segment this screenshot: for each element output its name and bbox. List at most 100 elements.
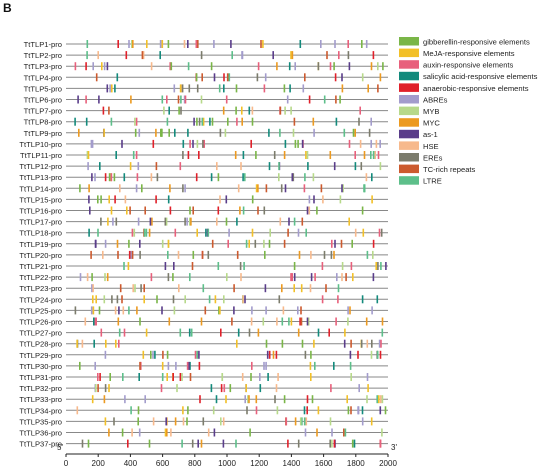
cis-element-mark: [104, 239, 107, 248]
promoter-label: TtTLP18-pro: [19, 229, 62, 238]
cis-element-mark: [200, 317, 203, 326]
cis-element-mark: [370, 139, 372, 148]
cis-element-mark: [86, 40, 89, 48]
cis-element-mark: [263, 239, 265, 248]
cis-element-mark: [95, 73, 98, 82]
cis-element-mark: [292, 173, 295, 182]
cis-element-mark: [275, 350, 278, 359]
promoter-label: TtTLP31-pro: [19, 373, 62, 382]
cis-element-mark: [210, 384, 213, 393]
cis-element-mark: [322, 195, 324, 204]
cis-element-mark: [81, 439, 84, 448]
cis-element-mark: [134, 284, 136, 293]
cis-element-mark: [221, 373, 224, 381]
cis-element-mark: [168, 128, 170, 137]
cis-element-mark: [263, 206, 266, 215]
cis-element-mark: [223, 84, 225, 93]
cis-element-mark: [136, 306, 138, 315]
cis-element-mark: [109, 373, 111, 381]
legend-label: EREs: [423, 153, 443, 162]
cis-element-mark: [245, 384, 247, 393]
cis-element-mark: [370, 117, 372, 126]
cis-element-mark: [314, 273, 316, 282]
legend-label: anaerobic-responsive elements: [423, 84, 529, 93]
promoter-label: TtTLP36-pro: [19, 429, 62, 438]
cis-element-mark: [256, 73, 259, 82]
cis-element-mark: [138, 373, 140, 381]
cis-element-mark: [334, 73, 337, 82]
cis-element-mark: [310, 273, 313, 282]
cis-element-mark: [243, 262, 245, 270]
promoter-label: TtTLP30-pro: [19, 362, 62, 371]
cis-element-mark: [136, 173, 139, 182]
cis-element-mark: [227, 239, 229, 248]
cis-element-mark: [349, 306, 351, 315]
cis-element-mark: [181, 373, 183, 381]
cis-element-mark: [379, 139, 381, 148]
cis-element-mark: [360, 339, 363, 348]
cis-element-mark: [130, 406, 132, 415]
cis-element-mark: [334, 40, 336, 48]
cis-element-mark: [262, 317, 265, 326]
cis-element-mark: [199, 395, 201, 404]
cis-element-mark: [274, 395, 276, 404]
cis-element-mark: [123, 173, 126, 182]
cis-element-mark: [341, 273, 343, 282]
cis-element-mark: [371, 173, 373, 182]
cis-element-mark: [134, 117, 136, 126]
cis-element-mark: [192, 206, 194, 215]
cis-element-mark: [361, 406, 364, 415]
cis-element-mark: [306, 206, 309, 215]
cis-element-mark: [282, 306, 285, 315]
cis-element-mark: [95, 317, 97, 326]
cis-element-mark: [255, 151, 257, 159]
cis-element-mark: [150, 273, 153, 282]
cis-element-mark: [128, 250, 131, 259]
cis-element-mark: [182, 184, 184, 193]
cis-element-mark: [201, 117, 204, 126]
cis-element-mark: [100, 328, 103, 337]
cis-element-mark: [264, 73, 267, 82]
cis-element-mark: [235, 106, 237, 115]
promoter-label: TtTLP6-pro: [24, 96, 62, 105]
cis-element-mark: [97, 51, 99, 60]
cis-element-mark: [377, 84, 379, 93]
cis-element-mark: [74, 117, 76, 126]
cis-element-mark: [115, 151, 117, 159]
cis-element-mark: [339, 95, 341, 104]
cis-element-mark: [198, 151, 200, 159]
legend-label: MYB: [423, 107, 439, 116]
cis-element-mark: [359, 106, 361, 115]
cis-element-mark: [217, 262, 220, 270]
cis-element-mark: [372, 250, 374, 259]
cis-element-mark: [90, 306, 93, 315]
cis-element-mark: [106, 84, 109, 93]
cis-element-mark: [76, 406, 79, 415]
cis-element-mark: [241, 373, 244, 381]
cis-element-mark: [165, 217, 168, 226]
cis-element-mark: [155, 128, 157, 137]
cis-element-mark: [353, 439, 356, 448]
cis-element-mark: [94, 361, 96, 370]
cis-element-mark: [259, 373, 261, 381]
cis-element-mark: [251, 106, 254, 115]
cis-element-mark: [177, 250, 180, 259]
cis-element-mark: [278, 173, 280, 182]
cis-element-mark: [379, 406, 382, 415]
cis-element-mark: [240, 273, 242, 282]
cis-element-mark: [161, 40, 164, 48]
cis-element-mark: [240, 162, 242, 171]
cis-element-mark: [306, 406, 308, 415]
cis-element-mark: [367, 84, 369, 93]
cis-element-mark: [132, 151, 135, 159]
cis-element-mark: [159, 51, 161, 60]
promoter-label: TtTLP2-pro: [24, 51, 62, 60]
cis-element-mark: [297, 228, 300, 237]
cis-element-mark: [186, 417, 188, 426]
cis-element-mark: [91, 395, 94, 404]
cis-element-mark: [112, 217, 114, 226]
cis-element-mark: [350, 339, 352, 348]
cis-element-mark: [293, 273, 296, 282]
cis-element-mark: [255, 406, 258, 415]
cis-element-mark: [228, 228, 230, 237]
